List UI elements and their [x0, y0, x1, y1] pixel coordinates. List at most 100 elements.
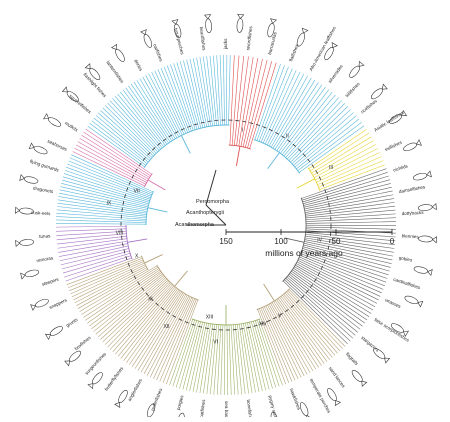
tip-branch	[295, 116, 356, 167]
taxon-label: sleepers	[41, 277, 60, 287]
tip-branch	[157, 298, 194, 380]
fish-icon	[370, 84, 388, 100]
fish-icon	[236, 14, 243, 32]
tip-branch	[298, 260, 379, 300]
clade-numeral: VII	[134, 189, 140, 195]
clade-numeral: IV	[317, 237, 322, 243]
taxon-label: Afro-American leaffishes	[308, 25, 337, 72]
taxon-label: silversides	[327, 63, 344, 84]
scale-tick-150: 150	[219, 237, 233, 246]
taxon-label: squirrelfishes	[68, 93, 93, 115]
tree-backbone	[186, 170, 226, 225]
taxon-label: boxfishes	[74, 335, 93, 352]
taxon-label: temperate perches	[309, 378, 332, 415]
tip-branch	[220, 55, 222, 125]
taxon-label: mullets	[64, 121, 80, 133]
taxon-label: false scorpionfishes	[373, 317, 410, 343]
tip-branch	[227, 325, 228, 395]
fish-icon	[404, 295, 423, 307]
fish-icon	[88, 371, 104, 389]
taxon-label: goatfishes	[199, 399, 207, 417]
taxon-label: anglerfishes	[127, 377, 144, 402]
taxon-label: flashlight fishes	[82, 72, 108, 99]
taxon-label: grunts	[65, 317, 79, 328]
taxon-label: gobies	[398, 255, 413, 263]
tip-branch	[60, 246, 128, 261]
clade-numeral: VIII	[116, 230, 124, 236]
fish-icon	[20, 175, 39, 185]
tip-branch	[223, 55, 224, 125]
taxon-label: bonefishes	[246, 399, 254, 417]
fish-icon	[402, 140, 421, 153]
taxon-label: blennies	[402, 233, 420, 239]
clade-numeral: X	[135, 253, 139, 259]
scale-caption: millions of years ago	[265, 248, 343, 258]
tip-branch	[56, 223, 146, 224]
scale-tick-100: 100	[274, 237, 288, 246]
clade-stem	[181, 136, 190, 154]
tip-branch	[306, 227, 396, 229]
clade-stem	[236, 146, 239, 166]
taxon-label: flagtails	[345, 351, 360, 366]
tip-branch	[56, 226, 126, 227]
fish-icon	[21, 269, 40, 279]
tip-branch	[169, 319, 192, 385]
fish-icon	[29, 143, 48, 155]
taxon-label: wrasses	[384, 297, 402, 309]
taxon-label: remoras	[36, 255, 54, 263]
clade-stem	[128, 239, 148, 242]
fish-icon	[296, 28, 308, 47]
tip-branch	[266, 306, 301, 378]
clade-numeral: II	[286, 133, 289, 139]
tip-branch	[183, 60, 201, 128]
tree-branches	[56, 55, 396, 395]
taxon-label: beardfishes	[199, 26, 207, 51]
fish-icons	[15, 14, 436, 417]
tip-branch	[251, 322, 269, 390]
clade-label-acanthopterygii: Acanthopterygii	[186, 210, 224, 216]
tip-branch	[59, 244, 128, 257]
taxon-label: jacks	[223, 38, 228, 50]
tip-branch	[137, 80, 174, 140]
clade-stem	[148, 180, 165, 190]
clade-stem	[297, 179, 315, 188]
tip-branch	[228, 55, 230, 125]
clade-label-percomorpha: Percomorpha	[196, 199, 230, 205]
tip-branch	[82, 135, 150, 177]
taxon-label: tunas	[39, 233, 51, 239]
taxon-label: pufferfishes	[150, 387, 164, 411]
taxon-label: eelfishes	[384, 140, 403, 153]
tip-branch	[245, 60, 267, 147]
fish-icon	[299, 401, 312, 417]
clade-label-acanthomorpha: Acanthomorpha	[175, 222, 215, 228]
taxon-label: lanternfishes	[105, 60, 125, 85]
tip-branch	[257, 320, 279, 386]
taxon-label: cichlids	[393, 163, 410, 173]
tip-branch	[140, 79, 176, 139]
taxon-label: cusk-eels	[31, 210, 51, 216]
fish-icon	[65, 349, 83, 365]
tip-branch	[149, 74, 181, 136]
tip-branch	[74, 148, 145, 184]
taxon-label: porgies	[176, 394, 185, 411]
tip-branch	[57, 206, 146, 216]
tip-branch	[70, 158, 153, 194]
clade-stem	[148, 208, 168, 212]
clade-stem	[268, 153, 280, 169]
fish-icon	[413, 265, 432, 275]
tip-branch	[229, 325, 231, 395]
clade-numeral: XIII	[206, 315, 214, 321]
tip-branch	[190, 323, 205, 391]
tip-branch	[73, 265, 145, 300]
tip-branch	[297, 262, 377, 303]
clade-numeral: III	[329, 165, 333, 171]
fish-icon	[31, 298, 50, 311]
tip-branch	[275, 82, 319, 149]
tip-branch	[292, 270, 367, 320]
tip-branch	[248, 61, 272, 148]
tip-branch	[75, 266, 146, 303]
tip-branch	[200, 324, 211, 393]
tip-branch	[241, 324, 252, 393]
tip-branch	[313, 141, 374, 176]
